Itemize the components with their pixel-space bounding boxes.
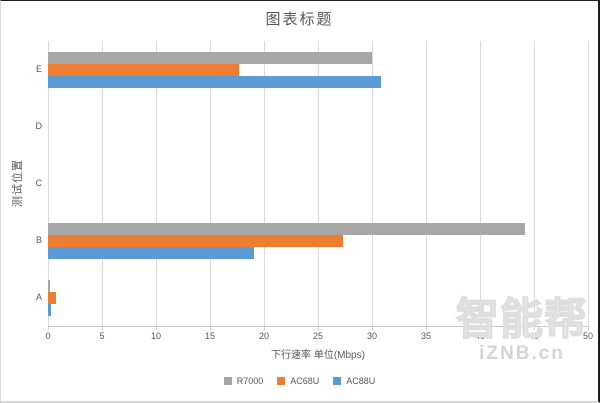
gridline [318,41,319,326]
bar-group-E [48,41,588,98]
bar-group-A [48,269,588,326]
axis-tick-mark [534,326,535,330]
bar-group-C [48,155,588,212]
bar-group-B [48,212,588,269]
gridline [156,41,157,326]
x-tick-label: 45 [528,331,540,341]
x-tick-label: 25 [312,331,324,341]
legend: R7000 AC68U AC88U [1,376,598,386]
axis-tick-mark [588,326,589,330]
legend-swatch [333,377,342,385]
bar-B-AC68U [48,234,343,247]
bar-B-AC88U [48,246,255,259]
gridline [48,41,49,326]
x-tick-label: 15 [204,331,216,341]
axis-tick-mark [210,326,211,330]
x-tick-label: 10 [150,331,162,341]
legend-item-R7000: R7000 [223,376,264,386]
bar-E-AC68U [48,63,240,76]
axis-tick-mark [480,326,481,330]
x-tick-label: 40 [474,331,486,341]
category-label-D: D [35,121,43,131]
gridline [534,41,535,326]
gridline [588,41,589,326]
bar-A-AC88U [48,303,52,316]
gridline [264,41,265,326]
category-label-C: C [35,178,43,188]
legend-label: AC88U [346,376,376,386]
gridline [480,41,481,326]
x-tick-label: 30 [366,331,378,341]
axis-tick-mark [264,326,265,330]
bar-A-R7000 [48,279,51,292]
category-label-B: B [35,235,42,245]
axis-tick-mark [372,326,373,330]
category-label-A: A [35,292,42,302]
gridline [210,41,211,326]
legend-item-AC68U: AC68U [277,376,319,386]
legend-label: R7000 [236,376,264,386]
axis-tick-mark [102,326,103,330]
x-tick-label: 50 [582,331,594,341]
axis-tick-mark [426,326,427,330]
x-tick-label: 0 [45,331,51,341]
bar-E-AC88U [48,75,381,88]
legend-swatch [277,377,286,385]
axis-tick-mark [156,326,157,330]
bar-group-D [48,98,588,155]
axis-tick-mark [318,326,319,330]
gridline [372,41,373,326]
x-tick-label: 20 [258,331,270,341]
legend-label: AC68U [290,376,320,386]
chart-title: 图表标题 [265,11,334,28]
bar-A-AC68U [48,291,56,304]
category-label-E: E [35,64,42,74]
legend-swatch [223,377,232,385]
axis-tick-mark [48,326,49,330]
x-tick-label: 35 [420,331,432,341]
x-tick-label: 5 [99,331,105,341]
plot-area [48,41,589,330]
bar-B-R7000 [48,222,526,235]
bar-E-R7000 [48,51,372,64]
gridline [426,41,427,326]
legend-item-AC88U: AC88U [333,376,375,386]
gridline [102,41,103,326]
x-axis-title: 下行速率 单位(Mbps) [271,350,365,361]
